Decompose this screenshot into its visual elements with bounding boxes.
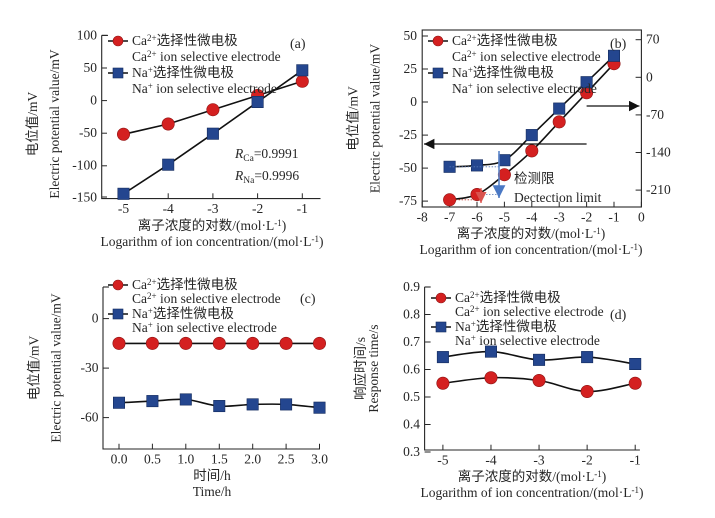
svg-text:电位值/mV: 电位值/mV xyxy=(346,86,361,151)
svg-text:0: 0 xyxy=(638,210,645,225)
svg-text:0.4: 0.4 xyxy=(403,417,420,432)
svg-text:0.8: 0.8 xyxy=(403,307,420,322)
svg-text:0: 0 xyxy=(90,93,97,108)
svg-text:50: 50 xyxy=(404,28,418,43)
svg-text:-70: -70 xyxy=(646,107,664,122)
svg-text:-210: -210 xyxy=(646,182,671,197)
svg-text:离子浓度的对数/(mol·L-1): 离子浓度的对数/(mol·L-1) xyxy=(138,217,287,233)
svg-text:Electric potential value/mV: Electric potential value/mV xyxy=(368,44,383,193)
svg-text:Time/h: Time/h xyxy=(193,484,232,499)
svg-text:1.5: 1.5 xyxy=(211,452,228,467)
svg-text:-100: -100 xyxy=(72,158,97,173)
svg-text:-5: -5 xyxy=(437,453,448,468)
svg-text:2.0: 2.0 xyxy=(244,452,261,467)
svg-text:-6: -6 xyxy=(471,210,482,225)
svg-text:100: 100 xyxy=(77,28,98,43)
svg-text:-25: -25 xyxy=(399,127,417,142)
svg-text:(d): (d) xyxy=(610,308,627,323)
svg-text:Electric potential value/mV: Electric potential value/mV xyxy=(48,293,63,442)
svg-text:Electric potential value/mV: Electric potential value/mV xyxy=(47,49,62,198)
svg-text:0.0: 0.0 xyxy=(111,452,128,467)
svg-text:-140: -140 xyxy=(646,145,671,160)
svg-text:0: 0 xyxy=(646,69,653,84)
svg-text:Na+ ion selective electrode: Na+ ion selective electrode xyxy=(455,333,600,348)
svg-text:(a): (a) xyxy=(290,37,306,52)
svg-text:时间/h: 时间/h xyxy=(193,468,231,483)
svg-text:电位值/mV: 电位值/mV xyxy=(26,336,41,401)
svg-text:-8: -8 xyxy=(417,210,428,225)
svg-text:Logarithm of ion concentration: Logarithm of ion concentration/(mol·L-1) xyxy=(100,234,323,249)
svg-text:-75: -75 xyxy=(399,193,417,208)
svg-text:离子浓度的对数/(mol·L-1): 离子浓度的对数/(mol·L-1) xyxy=(458,468,607,484)
svg-text:-50: -50 xyxy=(399,160,417,175)
svg-text:离子浓度的对数/(mol·L-1): 离子浓度的对数/(mol·L-1) xyxy=(457,225,606,241)
svg-text:3.0: 3.0 xyxy=(311,452,328,467)
svg-text:-4: -4 xyxy=(526,210,537,225)
svg-text:0.5: 0.5 xyxy=(403,389,420,404)
svg-text:0: 0 xyxy=(410,94,417,109)
svg-text:Dectection limit: Dectection limit xyxy=(514,190,602,205)
svg-text:-2: -2 xyxy=(252,201,263,216)
svg-text:Na+ ion selective electrode: Na+ ion selective electrode xyxy=(132,320,277,335)
svg-text:-1: -1 xyxy=(630,453,641,468)
svg-text:-60: -60 xyxy=(81,410,99,425)
svg-text:-50: -50 xyxy=(79,125,97,140)
svg-text:0.3: 0.3 xyxy=(403,444,420,459)
svg-text:(c): (c) xyxy=(300,292,316,307)
svg-text:检测限: 检测限 xyxy=(514,171,555,186)
svg-text:-30: -30 xyxy=(81,360,99,375)
svg-text:Response time/s: Response time/s xyxy=(366,324,381,412)
svg-text:0.9: 0.9 xyxy=(403,279,420,294)
svg-text:-5: -5 xyxy=(499,210,510,225)
svg-text:0.5: 0.5 xyxy=(144,452,161,467)
svg-text:0.6: 0.6 xyxy=(403,362,420,377)
svg-text:Na+ ion selective electrode: Na+ ion selective electrode xyxy=(132,81,277,96)
svg-text:-5: -5 xyxy=(118,201,129,216)
svg-text:-4: -4 xyxy=(163,201,174,216)
svg-text:-7: -7 xyxy=(444,210,455,225)
svg-text:Logarithm of ion concentration: Logarithm of ion concentration/(mol·L-1) xyxy=(419,242,642,257)
svg-text:0: 0 xyxy=(92,311,99,326)
svg-text:-3: -3 xyxy=(207,201,218,216)
svg-text:-1: -1 xyxy=(297,201,308,216)
svg-text:(b): (b) xyxy=(610,37,627,52)
svg-text:-2: -2 xyxy=(581,210,592,225)
svg-text:50: 50 xyxy=(84,60,98,75)
svg-text:Na+选择性微电极: Na+选择性微电极 xyxy=(455,319,557,334)
svg-text:-2: -2 xyxy=(581,453,592,468)
svg-text:Na+选择性微电极: Na+选择性微电极 xyxy=(132,65,234,80)
svg-text:Na+选择性微电极: Na+选择性微电极 xyxy=(132,306,234,321)
svg-text:2.5: 2.5 xyxy=(278,452,295,467)
svg-text:-4: -4 xyxy=(485,453,496,468)
svg-text:电位值/mV: 电位值/mV xyxy=(25,92,40,157)
svg-text:-3: -3 xyxy=(533,453,544,468)
svg-text:1.0: 1.0 xyxy=(177,452,194,467)
svg-text:Logarithm of ion concentration: Logarithm of ion concentration/(mol·L-1) xyxy=(420,485,643,500)
svg-text:Na+ ion selective electrode: Na+ ion selective electrode xyxy=(452,81,597,96)
svg-text:-3: -3 xyxy=(554,210,565,225)
svg-text:70: 70 xyxy=(646,32,660,47)
svg-text:Na+选择性微电极: Na+选择性微电极 xyxy=(452,65,554,80)
svg-text:-150: -150 xyxy=(72,190,97,205)
svg-text:-1: -1 xyxy=(608,210,619,225)
svg-text:0.7: 0.7 xyxy=(403,334,420,349)
svg-text:25: 25 xyxy=(404,61,418,76)
